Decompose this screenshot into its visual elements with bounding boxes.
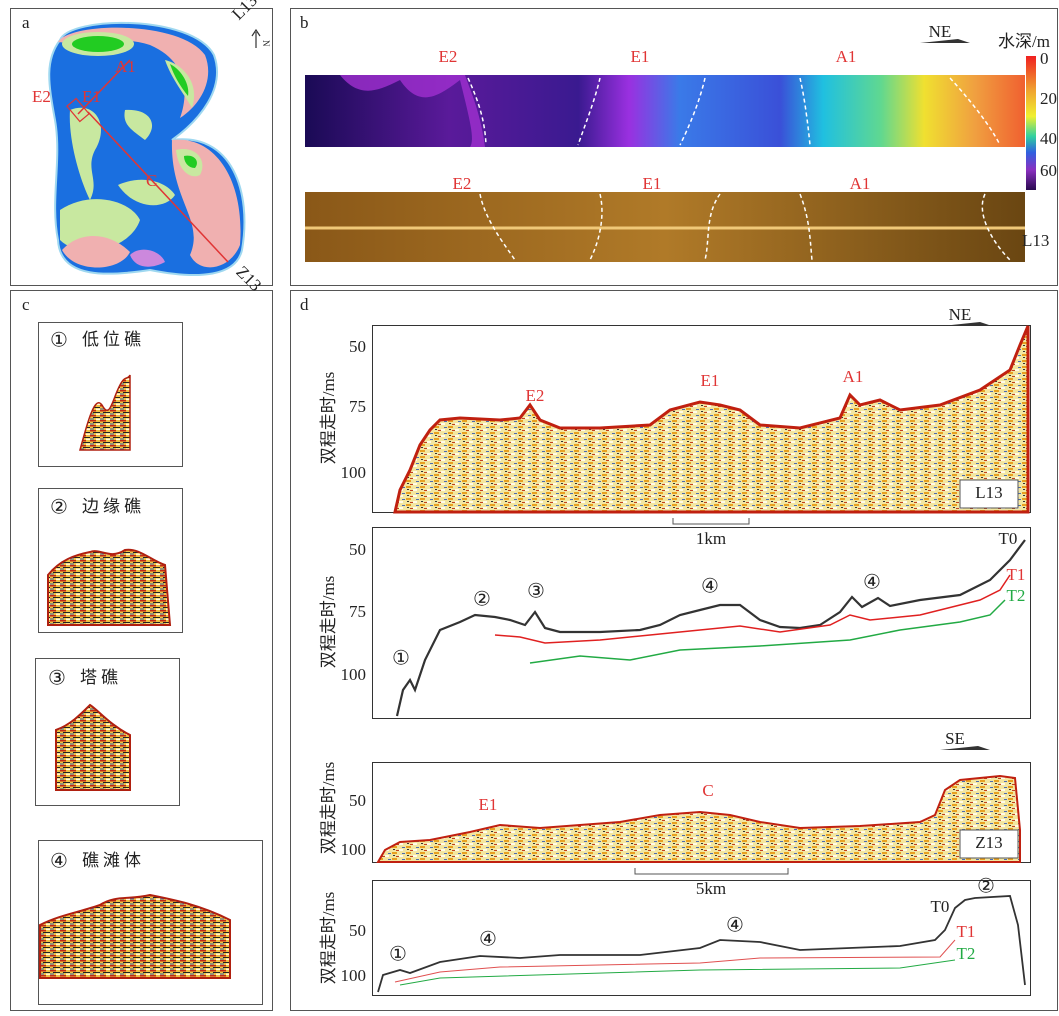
scale-label: 5km <box>696 879 726 898</box>
section-label: E1 <box>479 795 498 814</box>
sonar-label: A1 <box>850 174 871 193</box>
colorbar-tick-label: 20 <box>1040 89 1057 108</box>
y-axis-title: 双程走时/ms <box>319 372 338 465</box>
section-label: E1 <box>701 371 720 390</box>
bathymetry-strip <box>305 75 1025 147</box>
y-tick-label: 75 <box>349 602 366 621</box>
reef-number: ④ <box>701 574 719 598</box>
item-name: 边缘礁 <box>82 497 145 516</box>
y-tick-label: 50 <box>349 540 366 559</box>
horizon-label: T2 <box>957 944 976 963</box>
sonar-label: E1 <box>643 174 662 193</box>
panel-label: b <box>300 13 309 32</box>
figure: a N L13 A1 E2 E1 C Z13 b E2 E1 A1 E2 E1 … <box>0 0 1059 1016</box>
horizon-label: T1 <box>957 922 976 941</box>
panel-label: d <box>300 295 309 314</box>
y-tick-label: 100 <box>341 840 367 859</box>
horizon-line <box>397 540 1025 716</box>
item-number: ③ <box>48 666 66 690</box>
direction-label: NE <box>949 305 972 324</box>
line-label: Z13 <box>975 833 1002 852</box>
colorbar-tick-label: 60 <box>1040 161 1057 180</box>
map-label: C <box>146 171 157 190</box>
colorbar-tick-label: 40 <box>1040 129 1057 148</box>
item-name: 礁滩体 <box>82 851 145 870</box>
sonar-label: E2 <box>453 174 472 193</box>
scale-bar <box>635 868 788 874</box>
seismic-section <box>395 326 1028 512</box>
y-axis-title: 双程走时/ms <box>319 762 338 855</box>
plot-frame <box>373 528 1031 719</box>
item-number: ② <box>50 495 68 519</box>
map-label: A1 <box>115 57 136 76</box>
line-label: L13 <box>975 483 1002 502</box>
bathymetry-label: E2 <box>439 47 458 66</box>
seismic-thumb <box>80 375 130 450</box>
horizon-line <box>378 896 1025 992</box>
scale-label: 1km <box>696 529 726 548</box>
horizon-label: T0 <box>931 897 950 916</box>
reef-number: ④ <box>726 913 744 937</box>
reef-number: ④ <box>863 570 881 594</box>
map-label: E1 <box>82 87 101 106</box>
reef-number: ① <box>392 646 410 670</box>
north-label: N <box>261 40 271 47</box>
item-number: ① <box>50 328 68 352</box>
direction-label: SE <box>945 729 965 748</box>
reef-number: ② <box>977 874 995 898</box>
scale-bar <box>673 518 749 524</box>
reef-map <box>49 23 260 275</box>
reef-number: ④ <box>479 927 497 951</box>
map-label: L13 <box>228 0 261 24</box>
y-axis-title: 双程走时/ms <box>319 892 338 985</box>
panel-label: c <box>22 295 30 314</box>
horizon-label: T0 <box>999 529 1018 548</box>
section-label: E2 <box>526 386 545 405</box>
y-tick-label: 100 <box>341 665 367 684</box>
seismic-thumb <box>48 550 170 625</box>
horizon-label: T2 <box>1007 586 1026 605</box>
bathymetry-label: E1 <box>631 47 650 66</box>
y-tick-label: 50 <box>349 337 366 356</box>
item-number: ④ <box>50 849 68 873</box>
seismic-thumb <box>40 895 230 978</box>
colorbar-tick-label: 0 <box>1040 49 1049 68</box>
section-label: A1 <box>843 367 864 386</box>
y-axis-title: 双程走时/ms <box>319 576 338 669</box>
item-name: 塔礁 <box>80 668 122 687</box>
horizon-label: T1 <box>1007 565 1026 584</box>
y-tick-label: 50 <box>349 921 366 940</box>
reef-number: ② <box>473 587 491 611</box>
line-label: L13 <box>1022 231 1049 250</box>
y-tick-label: 100 <box>341 966 367 985</box>
seismic-section <box>378 776 1020 862</box>
colorbar <box>1026 56 1036 190</box>
reef-number: ① <box>389 942 407 966</box>
y-tick-label: 100 <box>341 463 367 482</box>
item-name: 低位礁 <box>82 330 145 349</box>
y-tick-label: 75 <box>349 397 366 416</box>
reef-number: ③ <box>527 579 545 603</box>
direction-label: NE <box>929 22 952 41</box>
y-tick-label: 50 <box>349 791 366 810</box>
sonar-strip <box>305 192 1025 262</box>
bathymetry-label: A1 <box>836 47 857 66</box>
panel-label: a <box>22 13 30 32</box>
seismic-thumb <box>56 705 130 790</box>
map-label: E2 <box>32 87 51 106</box>
section-label: C <box>702 781 713 800</box>
